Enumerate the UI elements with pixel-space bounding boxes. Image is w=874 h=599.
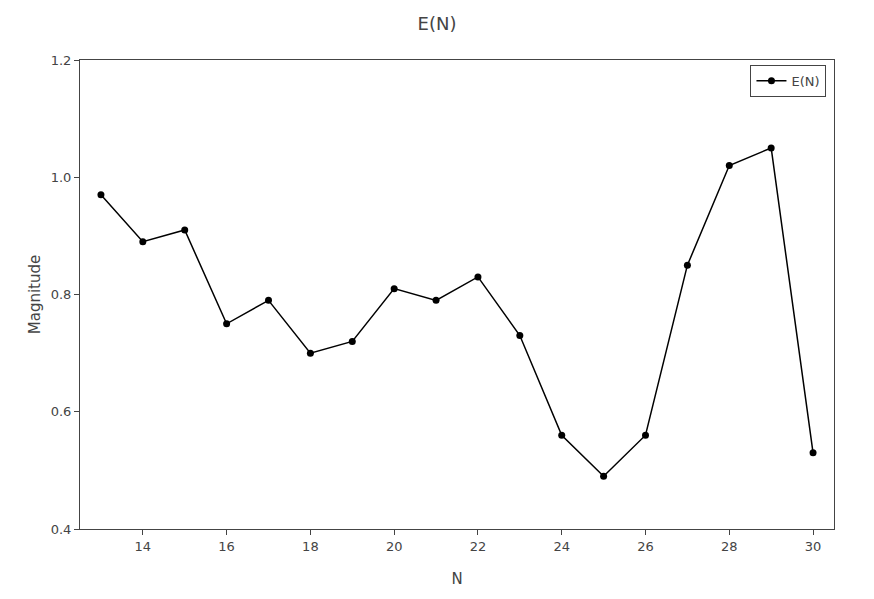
svg-text:1.2: 1.2 xyxy=(51,53,72,68)
svg-text:N: N xyxy=(451,570,462,588)
svg-text:Magnitude: Magnitude xyxy=(26,255,44,334)
svg-text:E(N): E(N) xyxy=(418,13,457,34)
svg-text:18: 18 xyxy=(302,539,319,554)
svg-text:28: 28 xyxy=(721,539,738,554)
svg-text:0.4: 0.4 xyxy=(51,522,72,537)
svg-text:E(N): E(N) xyxy=(791,74,819,89)
svg-text:26: 26 xyxy=(637,539,654,554)
svg-text:24: 24 xyxy=(553,539,570,554)
svg-text:0.6: 0.6 xyxy=(51,404,72,419)
svg-text:16: 16 xyxy=(218,539,235,554)
svg-text:1.0: 1.0 xyxy=(51,170,72,185)
svg-text:20: 20 xyxy=(386,539,403,554)
svg-text:14: 14 xyxy=(135,539,152,554)
svg-text:30: 30 xyxy=(805,539,822,554)
svg-text:22: 22 xyxy=(470,539,487,554)
svg-text:0.8: 0.8 xyxy=(51,287,72,302)
